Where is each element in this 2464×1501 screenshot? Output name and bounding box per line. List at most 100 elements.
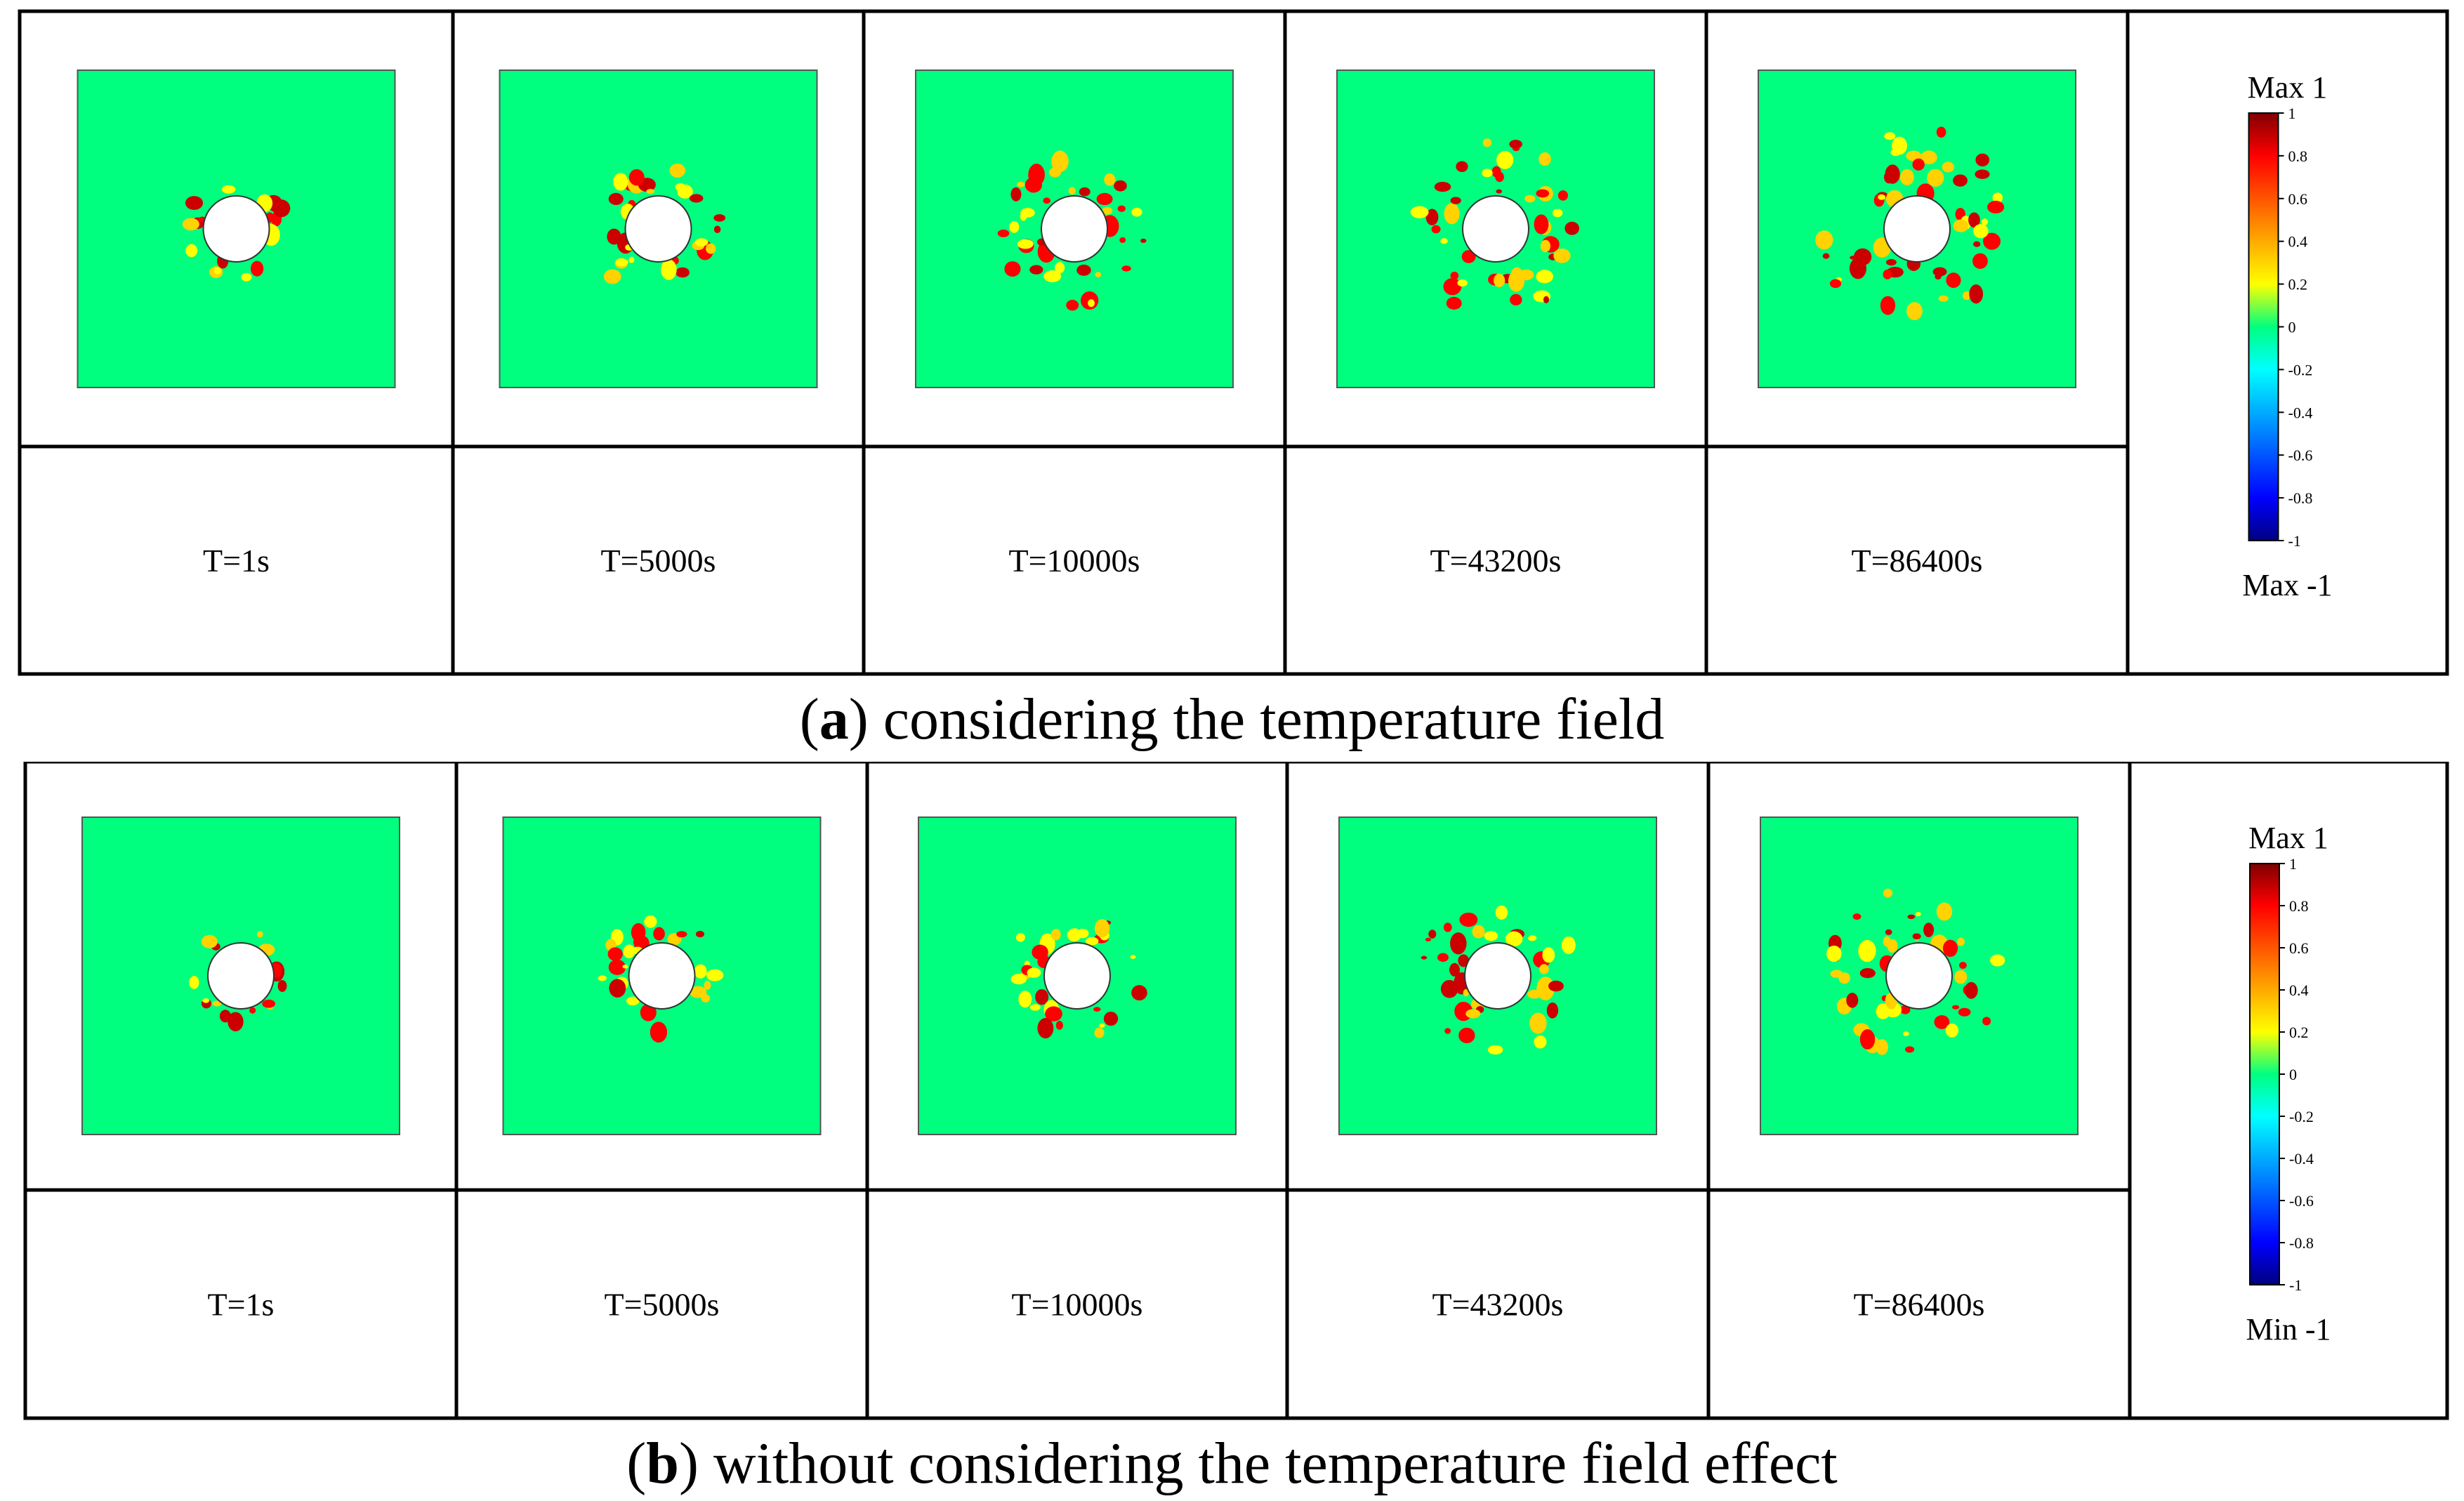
damage-spot	[1942, 161, 1954, 173]
damage-spot	[603, 269, 621, 284]
damage-spot	[622, 965, 628, 969]
legend-tick-label: 0.2	[2288, 276, 2308, 293]
damage-spot	[1017, 181, 1025, 187]
damage-spot	[1035, 988, 1049, 1005]
damage-spot	[1892, 136, 1908, 155]
damage-spot	[1130, 954, 1136, 959]
damage-spot	[609, 979, 626, 998]
damage-spot	[1938, 295, 1949, 302]
damage-spot	[1904, 1046, 1915, 1053]
damage-spot	[1992, 192, 2003, 204]
damage-spot	[1029, 265, 1043, 275]
damage-spot	[1079, 187, 1091, 197]
time-label: T=5000s	[605, 1287, 720, 1323]
damage-spot	[628, 256, 635, 263]
damage-spot	[1954, 970, 1968, 984]
damage-spot	[1915, 911, 1921, 917]
damage-spot	[1510, 267, 1523, 281]
damage-spot	[1883, 888, 1893, 898]
color-legend: Max 11 0.8 0.6 0.4 0.2 0 -0.2 -0.4 -0.6 -0.8 -1 Max…	[2242, 70, 2332, 602]
damage-spot	[1037, 1017, 1054, 1039]
damage-spot	[1465, 1009, 1481, 1019]
panel-b-grid: T=1s T=5000s T=10000s T=43200s T=86400s Max 1…	[23, 762, 2449, 1420]
damage-spot	[1540, 239, 1550, 253]
damage-spot	[221, 185, 236, 194]
damage-spot	[1487, 1045, 1503, 1055]
damage-spot	[1009, 220, 1020, 233]
damage-spot	[1846, 993, 1859, 1008]
damage-spot	[646, 189, 655, 194]
damage-spot	[241, 272, 252, 282]
damage-spot	[1010, 973, 1027, 985]
legend-tick-label: -1	[2288, 532, 2301, 550]
damage-spot	[608, 959, 626, 975]
damage-spot	[607, 947, 623, 961]
damage-spot	[704, 980, 711, 990]
damage-spot	[695, 930, 705, 938]
damage-spot	[1425, 209, 1439, 226]
damage-spot	[1982, 1017, 1991, 1026]
damage-spot	[1989, 954, 2005, 967]
tunnel-hole	[1885, 942, 1953, 1010]
legend-tick-label: 0.4	[2288, 233, 2308, 251]
damage-spot	[1936, 902, 1953, 921]
damage-spot	[1131, 985, 1147, 1001]
model-plot-5	[1758, 70, 2076, 388]
damage-spot	[1946, 272, 1961, 289]
damage-spot	[1969, 284, 1984, 304]
damage-spot	[219, 1010, 232, 1023]
damage-spot	[1496, 151, 1514, 169]
tunnel-hole	[202, 195, 270, 263]
damage-spot	[1431, 225, 1441, 234]
damage-spot	[1885, 929, 1892, 935]
damage-spot	[1495, 171, 1504, 183]
damage-spot	[997, 229, 1010, 237]
damage-spot	[607, 228, 621, 245]
panel-b-caption-letter: b	[646, 1431, 679, 1496]
damage-spot	[1055, 1021, 1063, 1030]
time-label: T=10000s	[1012, 1287, 1143, 1323]
legend-tick-label: -0.4	[2288, 404, 2313, 421]
damage-spot	[1983, 232, 2001, 250]
legend-tick-label: 0	[2289, 1066, 2297, 1083]
damage-spot	[706, 969, 724, 981]
damage-spot	[631, 923, 646, 942]
damage-spot	[249, 1007, 256, 1014]
panel-b: T=1s T=5000s T=10000s T=43200s T=86400s Max 1…	[0, 762, 2464, 1501]
model-plot-4	[1336, 70, 1655, 388]
damage-spot	[615, 258, 628, 267]
model-plot-3	[915, 70, 1234, 388]
damage-spot	[1449, 963, 1460, 977]
damage-spot	[1086, 937, 1099, 946]
damage-spot	[1045, 1006, 1062, 1021]
damage-spot	[1461, 250, 1476, 263]
tunnel-hole	[1043, 942, 1111, 1010]
damage-spot	[1527, 935, 1537, 941]
damage-spot	[185, 244, 198, 258]
damage-spot	[1443, 923, 1452, 932]
damage-spot	[228, 1012, 244, 1032]
damage-spot	[1972, 241, 1981, 247]
time-label: T=86400s	[1852, 543, 1983, 578]
legend-tick-label: 0	[2288, 319, 2296, 336]
damage-spot	[1088, 299, 1095, 308]
tunnel-hole	[1041, 195, 1108, 263]
damage-spot	[623, 944, 635, 958]
legend-tick-label: -0.2	[2289, 1108, 2314, 1125]
damage-spot	[1883, 269, 1892, 279]
damage-spot	[212, 1000, 222, 1007]
damage-spot	[1131, 207, 1142, 217]
damage-spot	[1050, 929, 1061, 941]
damage-spot	[1968, 212, 1980, 228]
damage-spot	[1440, 238, 1448, 244]
table-grid	[23, 762, 2449, 1420]
damage-spot	[1951, 1005, 1960, 1010]
damage-spot	[1975, 169, 1990, 179]
tunnel-hole	[1462, 195, 1529, 263]
damage-spot	[1826, 945, 1842, 962]
damage-spot	[690, 986, 707, 998]
damage-spot	[1912, 933, 1921, 940]
damage-spot	[1450, 272, 1459, 280]
tunnel-hole	[1464, 942, 1531, 1010]
damage-spot	[1552, 209, 1563, 218]
